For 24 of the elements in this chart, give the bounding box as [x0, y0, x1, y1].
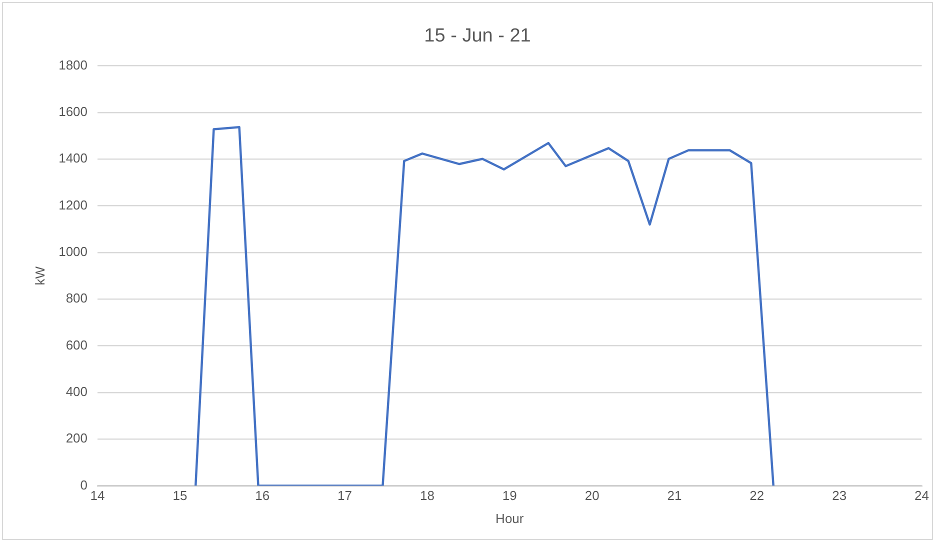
y-tick-label: 1600: [58, 104, 88, 120]
x-tick-label: 14: [90, 488, 105, 504]
x-tick-label: 20: [584, 488, 600, 504]
y-tick-label: 400: [66, 384, 88, 400]
y-tick-label: 1800: [58, 57, 88, 72]
y-tick-label: 200: [66, 430, 88, 446]
y-tick-label: 0: [80, 477, 88, 492]
y-tick-label: 600: [66, 337, 88, 352]
x-tick-label: 17: [338, 488, 352, 504]
x-tick-label: 24: [914, 488, 930, 504]
y-tick-label: 1400: [58, 150, 88, 166]
chart-title: 15 - Jun - 21: [424, 26, 531, 47]
y-axis-title: kW: [32, 266, 48, 286]
x-tick-label: 22: [750, 488, 764, 504]
x-axis-title: Hour: [496, 510, 524, 526]
y-tick-label: 1200: [58, 197, 88, 212]
x-tick-label: 21: [667, 488, 682, 504]
x-tick-label: 18: [420, 488, 434, 504]
x-tick-label: 16: [255, 488, 270, 504]
x-tick-label: 19: [502, 488, 517, 504]
x-tick-label: 15: [172, 488, 188, 504]
y-tick-label: 1000: [58, 244, 88, 260]
y-tick-label: 800: [66, 290, 88, 306]
x-tick-label: 23: [832, 488, 847, 504]
